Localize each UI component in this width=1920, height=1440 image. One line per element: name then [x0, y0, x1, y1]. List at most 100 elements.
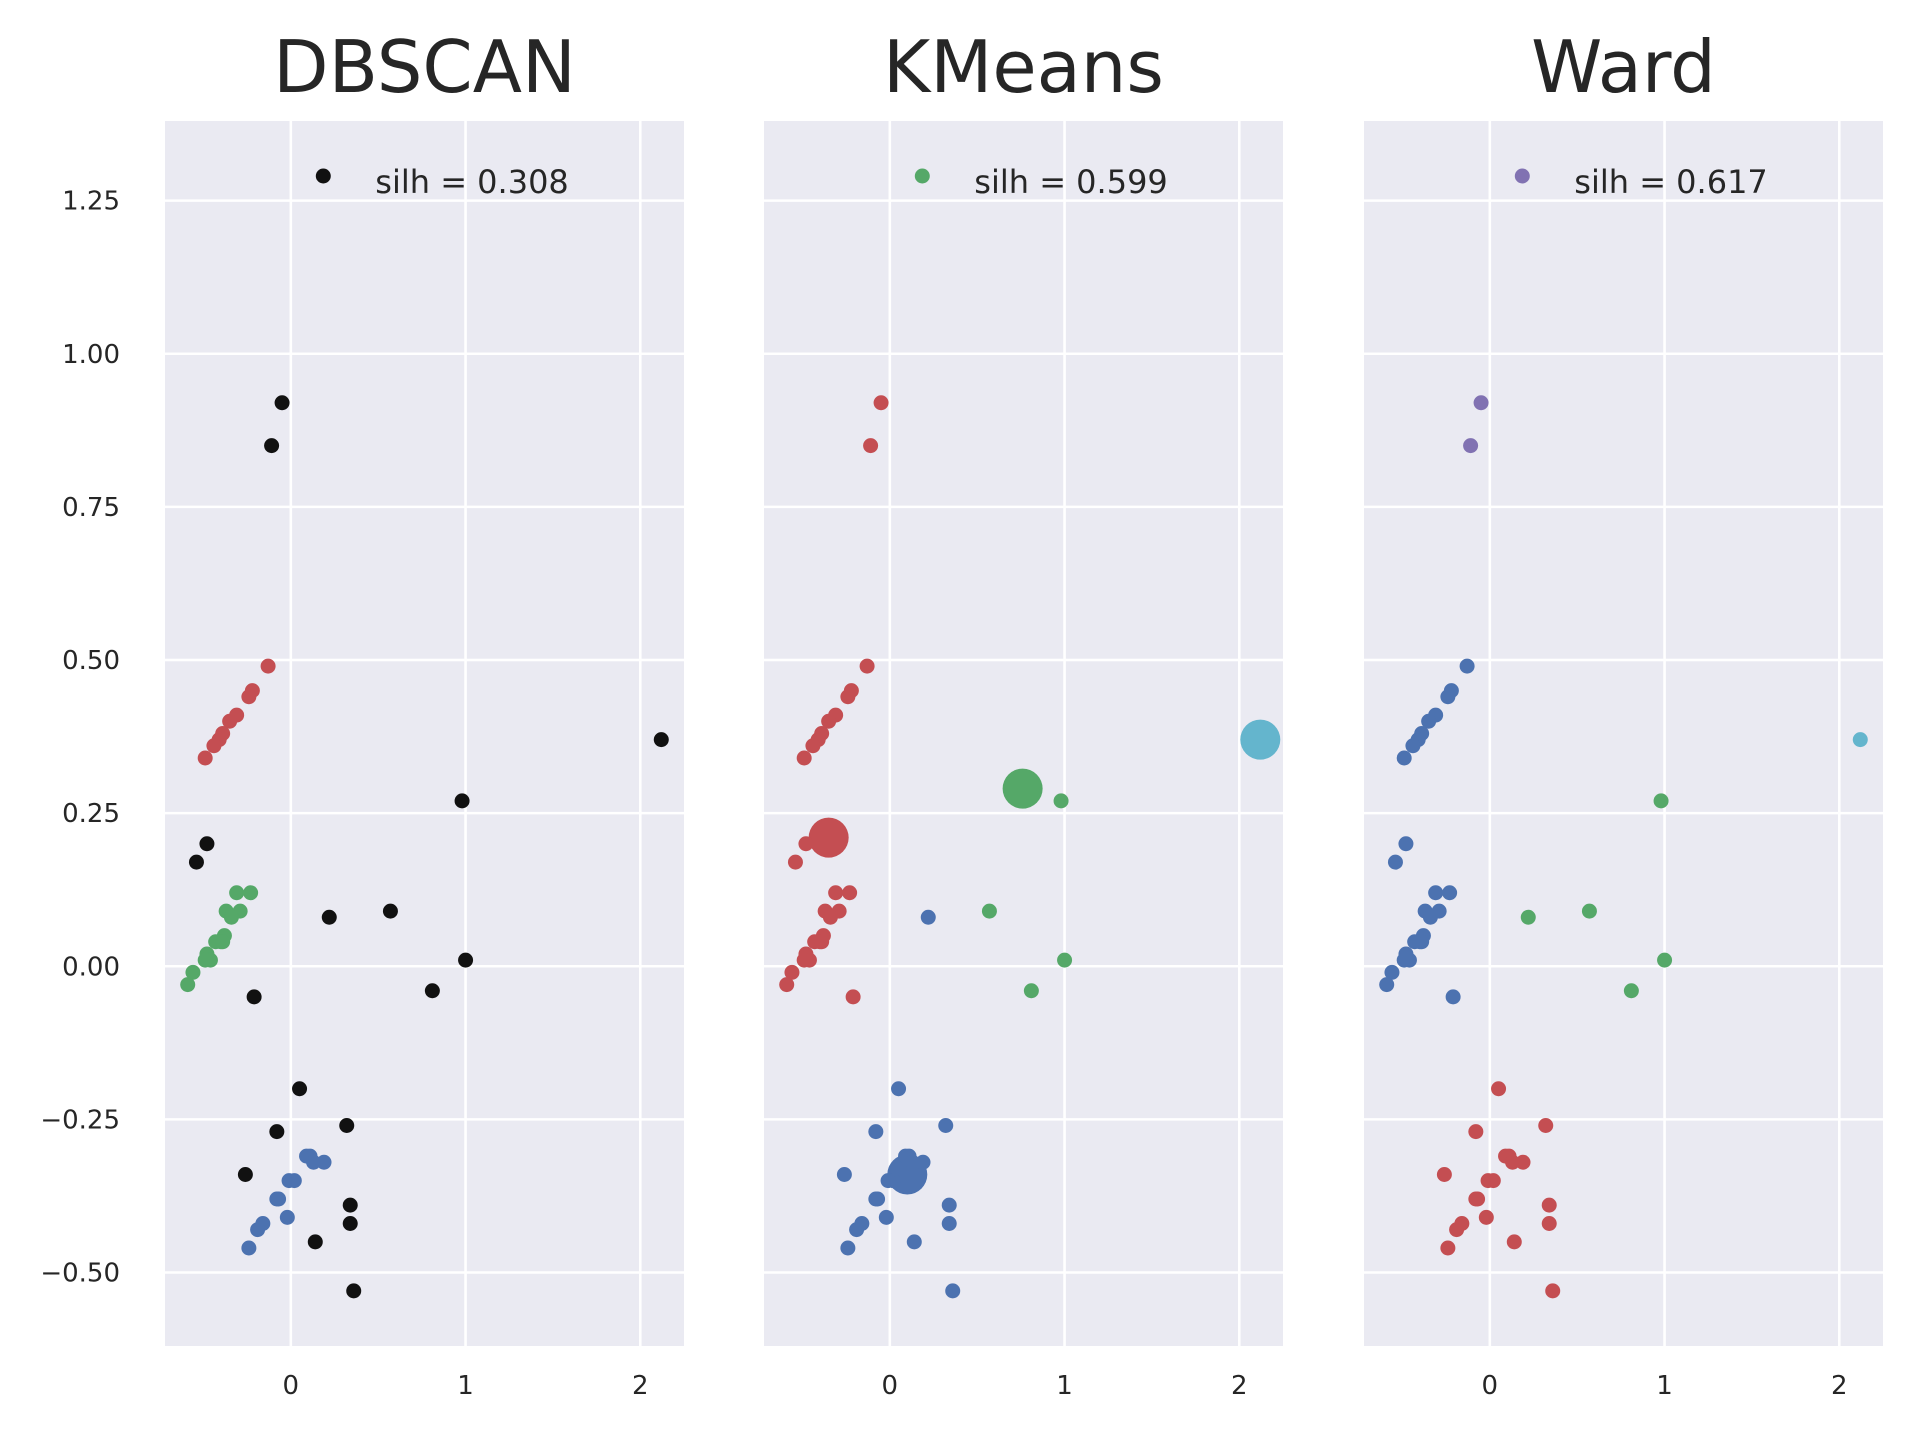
x-tick-label: 1	[457, 1371, 474, 1401]
data-point-blue	[941, 1197, 957, 1213]
y-tick-label: 0.50	[62, 646, 120, 676]
data-point-black	[307, 1234, 323, 1250]
chart-panel-ward: Ward 0 1 2 silh = 0.617	[1364, 25, 1883, 1401]
data-point-blue	[1387, 854, 1403, 870]
data-point-blue	[1379, 977, 1395, 993]
data-point-blue	[1459, 658, 1475, 674]
data-point-red	[873, 395, 889, 411]
x-tick-label: 2	[632, 1371, 649, 1401]
data-point-blue	[938, 1118, 954, 1133]
data-point-red	[241, 689, 257, 705]
data-point-blue	[891, 1081, 907, 1097]
data-point-blue	[868, 1124, 884, 1140]
data-point-red	[206, 738, 222, 754]
data-point-black	[237, 1167, 253, 1182]
chart-title-kmeans: KMeans	[883, 25, 1164, 109]
data-point-blue	[1422, 909, 1438, 925]
legend-marker	[315, 168, 331, 184]
data-point-blue	[1428, 885, 1444, 901]
data-point-blue	[1440, 689, 1456, 705]
data-point-red	[822, 909, 838, 925]
data-point-red	[197, 750, 213, 766]
data-point-blue	[1398, 836, 1414, 852]
data-point-green	[1653, 793, 1669, 809]
data-point-purple	[1463, 438, 1479, 454]
data-point-red	[805, 738, 821, 754]
x-tick-label: 1	[1656, 1371, 1673, 1401]
data-point-red	[1491, 1081, 1507, 1097]
x-tick-label: 0	[1482, 1371, 1499, 1401]
y-tick-label: 0.25	[62, 799, 120, 829]
y-tick-label: 1.25	[62, 187, 120, 217]
data-point-black	[342, 1197, 358, 1213]
data-point-red	[1436, 1167, 1452, 1182]
data-point-red	[1505, 1154, 1521, 1170]
data-point-black	[424, 983, 440, 999]
data-point-red	[1515, 1154, 1531, 1170]
data-point-red	[863, 438, 879, 454]
data-point-red	[1538, 1118, 1554, 1133]
data-point-red	[828, 885, 844, 901]
data-point-blue	[880, 1173, 896, 1189]
data-point-red	[1449, 1222, 1465, 1238]
data-point-blue	[920, 909, 936, 925]
data-point-purple	[1473, 395, 1489, 411]
legend-label: silh = 0.599	[974, 163, 1167, 201]
data-point-black	[339, 1118, 355, 1133]
y-tick-label: −0.50	[40, 1259, 120, 1289]
plot-area-ward	[1364, 121, 1883, 1346]
data-point-red	[1478, 1209, 1494, 1225]
data-point-blue	[279, 1209, 295, 1225]
data-point-black	[321, 909, 337, 925]
data-point-blue	[941, 1216, 957, 1231]
data-point-red	[1541, 1197, 1557, 1213]
data-point-red	[845, 989, 861, 1005]
data-point-green	[1581, 903, 1597, 919]
data-point-red	[1545, 1283, 1561, 1299]
data-point-black	[274, 395, 290, 411]
y-tick-label: 0.00	[62, 952, 120, 982]
data-point-blue	[281, 1173, 297, 1189]
chart-title-dbscan: DBSCAN	[273, 25, 576, 109]
legend-ward: silh = 0.617	[1514, 163, 1768, 201]
data-point-blue	[870, 1191, 886, 1207]
data-point-red	[787, 854, 803, 870]
data-point-red	[796, 952, 812, 968]
x-tick-label: 1	[1056, 1371, 1073, 1401]
data-point-red	[222, 713, 238, 729]
data-point-red	[1468, 1124, 1484, 1140]
y-tick-label: 0.75	[62, 493, 120, 523]
data-point-black	[653, 732, 669, 748]
data-point-black	[292, 1081, 308, 1097]
data-point-green	[1023, 983, 1039, 999]
data-point-green	[1657, 952, 1673, 968]
data-point-black	[246, 989, 262, 1005]
data-point-blue	[1442, 885, 1458, 901]
data-point-red	[260, 658, 276, 674]
data-point-green	[243, 885, 259, 901]
data-point-blue	[915, 1154, 931, 1170]
legend-kmeans: silh = 0.599	[914, 163, 1168, 201]
data-point-blue	[241, 1240, 257, 1256]
x-tick-label: 0	[283, 1371, 300, 1401]
centroid-marker-red	[808, 817, 849, 858]
data-point-blue	[1405, 738, 1421, 754]
data-point-blue	[878, 1209, 894, 1225]
data-point-red	[1506, 1234, 1522, 1250]
data-point-blue	[250, 1222, 266, 1238]
data-point-black	[269, 1124, 285, 1140]
data-point-red	[1470, 1191, 1486, 1207]
data-point-black	[264, 438, 280, 454]
chart-panel-dbscan: DBSCAN 0 1 2 1.25 1.00 0.75 0.50 0.25 0.00 −0.25 −0…	[40, 25, 684, 1401]
data-point-blue	[306, 1154, 322, 1170]
data-point-blue	[1445, 989, 1461, 1005]
data-point-blue	[840, 1240, 856, 1256]
x-tick-label: 2	[1231, 1371, 1248, 1401]
data-point-green	[1623, 983, 1639, 999]
data-point-blue	[1421, 713, 1437, 729]
data-point-green	[215, 934, 231, 950]
data-point-blue	[1396, 952, 1412, 968]
data-point-blue	[1396, 750, 1412, 766]
data-point-red	[821, 713, 837, 729]
